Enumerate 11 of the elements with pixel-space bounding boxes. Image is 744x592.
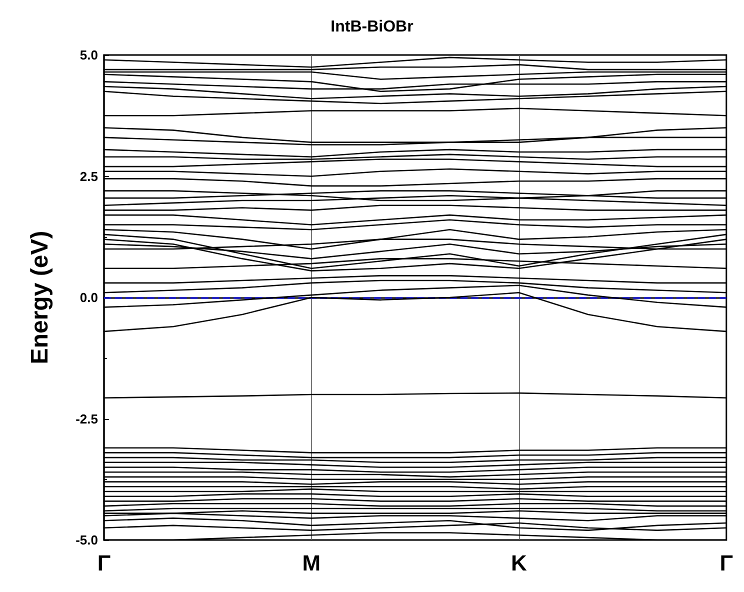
x-tick-label: Γ: [97, 550, 111, 576]
chart-title: IntB-BiOBr: [330, 18, 414, 36]
y-tick-label: 2.5: [80, 168, 98, 184]
x-tick-label: M: [302, 550, 321, 576]
x-tick-label: Γ: [720, 550, 734, 576]
y-tick-label: 5.0: [80, 48, 98, 62]
y-tick-label: -2.5: [76, 411, 98, 426]
x-tick-label: K: [510, 550, 527, 576]
y-tick-label: -5.0: [76, 532, 98, 548]
y-axis-title: Energy (eV): [26, 230, 54, 364]
y-tick-label: 0.0: [80, 290, 98, 305]
